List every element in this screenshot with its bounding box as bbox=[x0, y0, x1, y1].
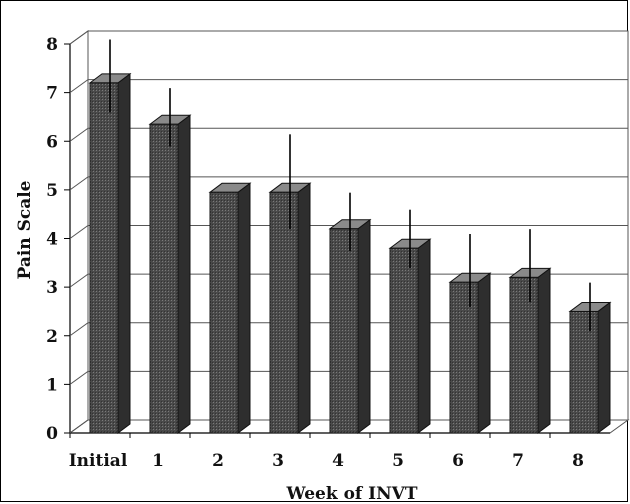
y-tick-label: 5 bbox=[46, 181, 58, 201]
x-tick-label: 5 bbox=[392, 451, 404, 471]
y-axis-title: Pain Scale bbox=[15, 180, 35, 279]
y-tick-label: 4 bbox=[46, 230, 58, 250]
gridline bbox=[69, 322, 628, 337]
y-tick-label: 1 bbox=[46, 375, 58, 395]
bar-front bbox=[269, 191, 299, 434]
bar bbox=[388, 238, 432, 434]
bar-front bbox=[149, 123, 179, 434]
y-tick-label: 0 bbox=[46, 424, 58, 444]
x-tick-label: Initial bbox=[69, 451, 128, 471]
x-tick-label: 2 bbox=[212, 451, 224, 471]
x-tick-labels: Initial 1 2 3 4 5 6 7 8 bbox=[69, 433, 584, 471]
error-bars-group bbox=[109, 39, 591, 332]
x-tick-label: 8 bbox=[572, 451, 584, 471]
gridline bbox=[69, 370, 628, 385]
y-tick-label: 7 bbox=[46, 84, 58, 104]
bar-side bbox=[597, 301, 611, 434]
bar-side bbox=[357, 218, 371, 434]
gridline bbox=[69, 419, 628, 434]
y-tick-label: 2 bbox=[46, 327, 58, 347]
bar-side bbox=[117, 72, 131, 434]
x-tick-label: 3 bbox=[272, 451, 284, 471]
bar-side bbox=[297, 182, 311, 434]
x-tick-label: 7 bbox=[512, 451, 524, 471]
bar bbox=[328, 218, 372, 434]
gridline bbox=[69, 127, 628, 142]
x-axis-title: Week of INVT bbox=[286, 484, 418, 504]
bar-side bbox=[177, 114, 191, 434]
gridline bbox=[69, 225, 628, 239]
bars-group bbox=[88, 72, 612, 434]
bar-side bbox=[537, 267, 551, 434]
bar-front bbox=[209, 191, 239, 434]
y-tick-label: 8 bbox=[46, 35, 58, 55]
bar-side bbox=[417, 238, 431, 434]
bar bbox=[208, 182, 252, 434]
bar-front bbox=[509, 276, 539, 434]
y-tick-label: 3 bbox=[46, 278, 58, 298]
bar-front bbox=[329, 228, 359, 434]
x-tick-label: 4 bbox=[332, 451, 344, 471]
bar-front bbox=[569, 310, 599, 434]
bar-side bbox=[477, 272, 491, 434]
gridline bbox=[69, 30, 628, 45]
y-tick-label: 6 bbox=[46, 132, 58, 152]
bar bbox=[268, 182, 312, 434]
gridline bbox=[69, 176, 628, 191]
bar bbox=[508, 267, 552, 434]
bar-front bbox=[389, 247, 419, 434]
y-tick-labels: 0 1 2 3 4 5 6 7 8 bbox=[46, 35, 70, 444]
gridlines bbox=[69, 30, 628, 434]
bar bbox=[148, 114, 192, 434]
x-tick-label: 6 bbox=[452, 451, 464, 471]
gridline bbox=[69, 79, 628, 94]
bar-front bbox=[449, 281, 479, 434]
bar-front bbox=[89, 82, 119, 434]
bar-side bbox=[237, 182, 251, 434]
x-tick-label: 1 bbox=[152, 451, 164, 471]
gridline bbox=[69, 273, 628, 288]
bar bbox=[568, 301, 612, 434]
bar bbox=[88, 72, 132, 434]
